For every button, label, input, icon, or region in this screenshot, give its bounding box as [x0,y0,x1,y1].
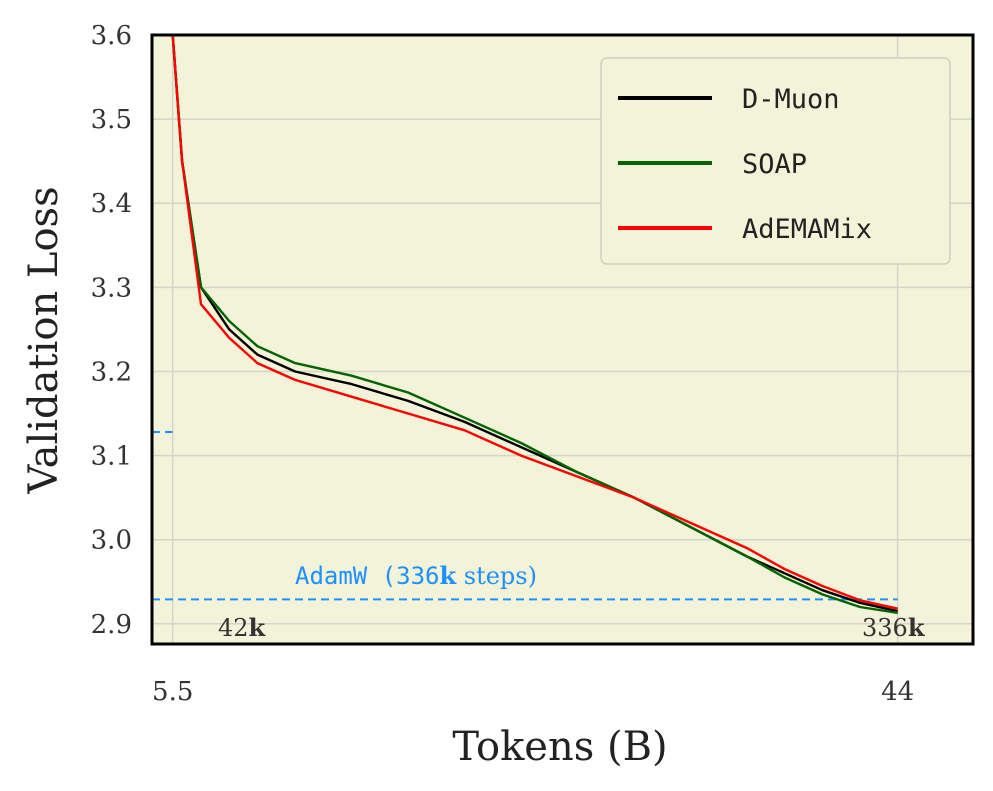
legend-label: AdEMAMix [742,214,872,245]
y-axis-ticks: 3.6 3.5 3.4 3.3 3.2 3.1 3.0 2.9 [91,21,132,640]
grid-lines [152,34,973,644]
x-axis-ticks: 5.5 44 [152,677,914,707]
legend-label: SOAP [742,149,807,180]
x-tick-label: 44 [881,677,914,707]
y-tick-label: 3.4 [91,189,132,219]
series-lines [171,35,898,615]
x-tick-label: 5.5 [152,677,193,707]
y-axis-title: Validation Loss [21,186,67,494]
reference-label-tail: steps) [456,562,537,590]
short-run-end-num: 42 [218,614,249,642]
x-axis-title: Tokens (B) [452,724,667,770]
y-tick-label: 3.3 [91,273,132,303]
long-run-end-label: 336k [862,613,926,642]
reference-lines [152,431,898,601]
series-line-soap [171,35,898,615]
y-tick-label: 3.2 [91,357,132,387]
short-run-end-bold: k [249,613,267,642]
legend-label: D-Muon [742,84,840,115]
y-tick-label: 3.0 [91,526,132,556]
long-run-end-num: 336 [862,614,908,642]
y-tick-label: 3.6 [91,21,132,51]
reference-label: AdamW (336k steps) [295,561,537,590]
y-tick-label: 3.1 [91,442,132,472]
series-line-d-muon [171,35,898,613]
long-run-end-bold: k [908,613,926,642]
legend: D-Muon SOAP AdEMAMix [600,57,951,265]
reference-label-bold: k [440,561,458,590]
legend-box [600,57,951,265]
y-tick-label: 2.9 [91,610,132,640]
plot-frame [150,33,975,646]
series-line-ademamix [171,35,898,610]
y-tick-label: 3.5 [91,105,132,135]
short-run-end-label: 42k [218,613,267,642]
reference-label-main: AdamW (336 [295,562,440,590]
